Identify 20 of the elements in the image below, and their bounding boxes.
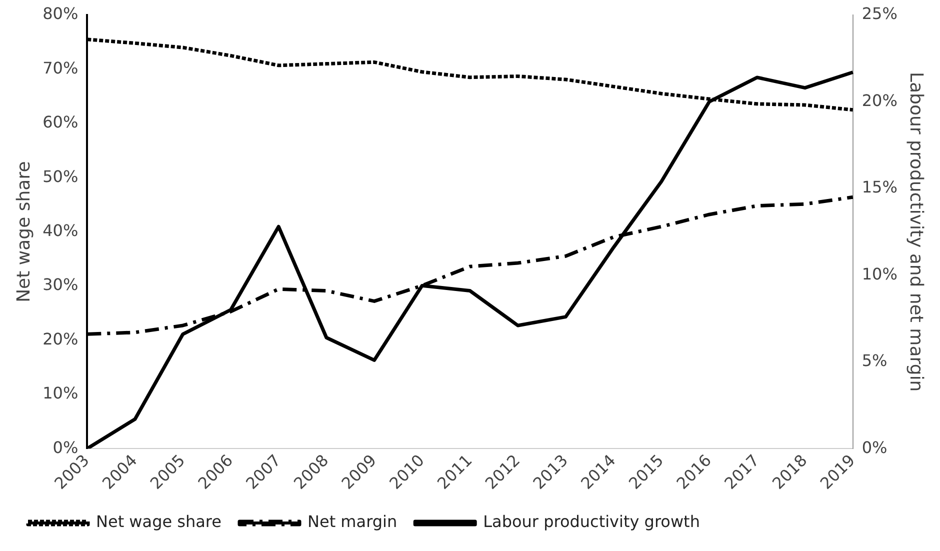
y-tick-label: 40%: [42, 220, 78, 240]
y-tick-label: 50%: [42, 166, 78, 186]
y2-tick-label: 0%: [862, 438, 888, 457]
y2-tick-label: 15%: [862, 178, 898, 197]
legend-label: Labour productivity growth: [483, 512, 700, 532]
y-tick-label: 70%: [42, 58, 78, 78]
legend-label: Net wage share: [96, 512, 222, 532]
y-tick-label: 80%: [42, 4, 78, 24]
y-tick-label: 10%: [42, 384, 78, 403]
y-tick-label: 0%: [52, 438, 78, 457]
y-tick-label: 20%: [42, 329, 78, 348]
y2-axis-title: Labour productivity and net margin: [906, 72, 927, 392]
y-tick-label: 30%: [42, 275, 78, 294]
y2-tick-label: 25%: [862, 4, 898, 24]
y-tick-label: 60%: [42, 112, 78, 132]
legend-label: Net margin: [308, 512, 398, 532]
y2-tick-label: 10%: [862, 264, 898, 284]
y2-tick-label: 20%: [862, 90, 898, 110]
y2-tick-label: 5%: [862, 351, 888, 370]
y-axis-title: Net wage share: [13, 161, 34, 302]
